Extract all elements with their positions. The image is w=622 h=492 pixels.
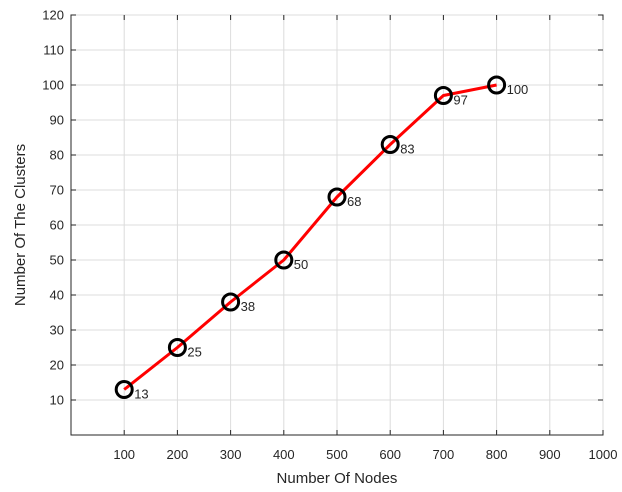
- data-point-marker: [433, 86, 453, 105]
- y-tick-label: 20: [50, 358, 64, 373]
- y-tick-label: 80: [50, 148, 64, 163]
- data-point-marker: [327, 187, 347, 207]
- data-point-marker: [274, 250, 294, 270]
- x-axis-label: Number Of Nodes: [277, 470, 398, 487]
- x-tick-label: 800: [486, 447, 508, 462]
- x-tick-label: 200: [167, 447, 189, 462]
- y-tick-label: 30: [50, 323, 64, 338]
- y-tick-label: 50: [50, 253, 64, 268]
- grid: [71, 14, 604, 435]
- data-point-label: 50: [294, 257, 308, 272]
- x-tick-label: 600: [379, 447, 401, 462]
- y-tick-label: 110: [43, 43, 64, 58]
- y-tick-label: 60: [50, 218, 64, 233]
- y-tick-label: 120: [42, 8, 64, 23]
- data-point-marker: [487, 75, 507, 95]
- x-tick-label: 400: [273, 447, 295, 462]
- x-tick-label: 100: [113, 447, 135, 462]
- data-point-label: 100: [507, 82, 529, 97]
- x-tick-label: 900: [539, 447, 561, 462]
- series-line: [123, 83, 497, 391]
- y-tick-label: 40: [50, 288, 64, 303]
- data-point-marker: [221, 292, 241, 312]
- x-tick-label: 700: [433, 447, 455, 462]
- data-point-label: 13: [134, 387, 148, 402]
- y-tick-label: 90: [50, 113, 64, 128]
- data-point-label: 25: [187, 345, 201, 360]
- y-axis-label: Number Of The Clusters: [12, 144, 29, 306]
- y-tick-label: 70: [50, 183, 64, 198]
- x-tick-label: 1000: [589, 447, 618, 462]
- x-tick-label: 500: [326, 447, 348, 462]
- data-point-label: 38: [241, 299, 255, 314]
- y-axis-ticks: 10 20 30 40 50 60 70 80 90 100 110 120: [42, 8, 603, 408]
- series-layer: 13 25 38 50 68 83 97 100: [114, 75, 529, 402]
- data-point-label: 97: [453, 93, 467, 108]
- y-tick-label: 10: [50, 393, 64, 408]
- x-tick-label: 300: [220, 447, 242, 462]
- data-point-label: 68: [347, 194, 361, 209]
- y-tick-label: 100: [42, 78, 64, 93]
- x-axis-ticks: 100 200 300 400 500 600 700 800 900 1000: [113, 15, 617, 462]
- data-point-marker: [114, 380, 134, 399]
- data-point-marker: [380, 135, 400, 154]
- data-point-marker: [167, 338, 187, 357]
- data-point-label: 83: [400, 142, 414, 157]
